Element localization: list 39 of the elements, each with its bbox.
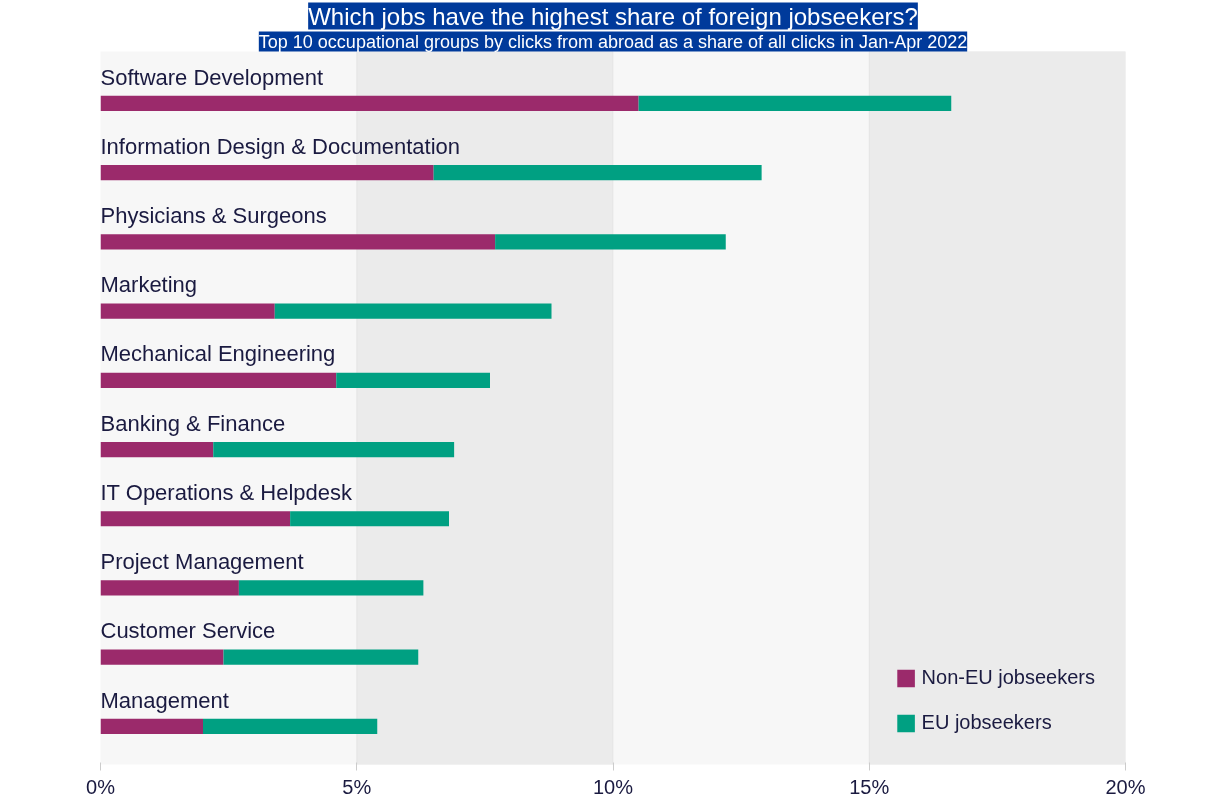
- bar: [100, 649, 224, 665]
- y-tick-label: Customer Service: [100, 618, 276, 644]
- y-tick-label: Software Development: [100, 64, 324, 90]
- x-tick-label: 20%: [1105, 775, 1146, 798]
- bar: [100, 372, 337, 388]
- y-tick-label: IT Operations & Helpdesk: [100, 479, 353, 505]
- bar: [203, 718, 378, 735]
- x-tick-label: 0%: [86, 775, 116, 798]
- legend-label: EU jobseekers: [921, 711, 1052, 734]
- x-tick-label: 5%: [342, 775, 372, 798]
- legend-label: Non-EU jobseekers: [921, 666, 1095, 689]
- x-tick-label: 10%: [592, 775, 634, 798]
- y-tick-label: Banking & Finance: [100, 410, 286, 436]
- x-tick-label: 15%: [849, 775, 890, 798]
- bar: [290, 511, 449, 527]
- bar: [100, 718, 203, 735]
- chart-subtitle: Top 10 occupational groups by clicks from abroad as a share of all clicks in Jan-Apr 2022: [258, 31, 968, 52]
- bar: [100, 234, 496, 250]
- bar: [100, 441, 214, 458]
- y-tick-label: Information Design & Documentation: [100, 133, 461, 159]
- bar: [638, 95, 952, 112]
- y-tick-label: Project Management: [100, 549, 304, 575]
- y-tick-label: Mechanical Engineering: [100, 341, 336, 367]
- bar: [213, 441, 455, 458]
- bar: [100, 303, 275, 319]
- bar: [100, 511, 291, 527]
- bar: [238, 580, 424, 596]
- bar: [433, 165, 762, 181]
- bar: [274, 303, 552, 319]
- y-tick-label: Physicians & Surgeons: [100, 203, 327, 229]
- bar: [100, 95, 639, 112]
- bar: [100, 165, 434, 181]
- y-tick-label: Marketing: [100, 272, 198, 298]
- bar: [336, 372, 490, 388]
- chart-title: Which jobs have the highest share of foreign jobseekers?: [308, 2, 918, 30]
- bar: [495, 234, 726, 250]
- bar: [223, 649, 419, 665]
- bar: [100, 580, 239, 596]
- y-tick-label: Management: [100, 687, 229, 713]
